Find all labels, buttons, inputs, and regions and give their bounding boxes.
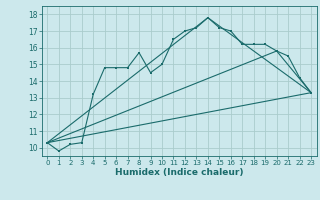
X-axis label: Humidex (Indice chaleur): Humidex (Indice chaleur) — [115, 168, 244, 177]
